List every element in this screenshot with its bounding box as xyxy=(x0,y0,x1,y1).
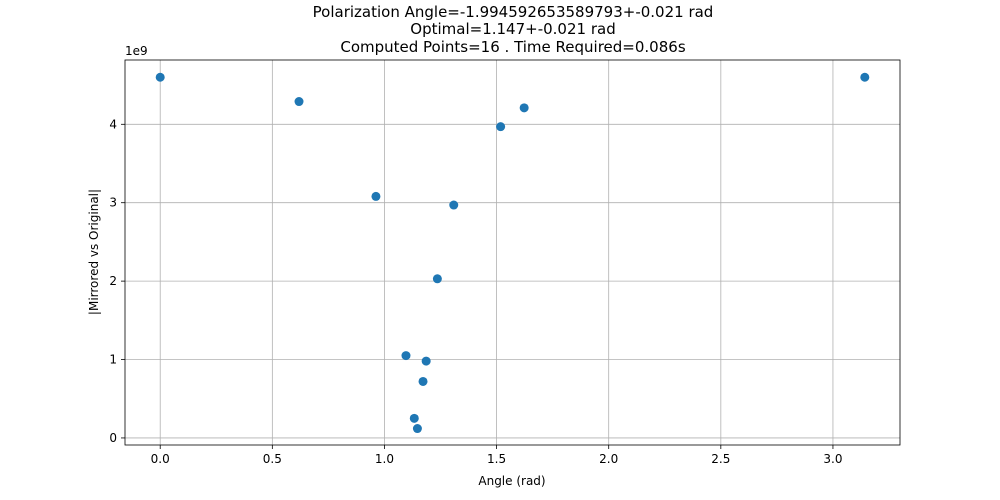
chart-title: Polarization Angle=-1.994592653589793+-0… xyxy=(313,3,714,56)
x-axis-ticks: 0.0 0.5 1.0 1.5 2.0 2.5 3.0 xyxy=(151,445,842,466)
data-point xyxy=(412,424,422,434)
y-tick-label: 2 xyxy=(109,274,117,288)
y-tick-label: 1 xyxy=(109,353,117,367)
data-point xyxy=(449,200,459,210)
x-tick-label: 2.5 xyxy=(711,452,730,466)
y-axis-multiplier: 1e9 xyxy=(125,44,148,58)
grid xyxy=(125,60,900,445)
y-axis-ticks: 0 1 2 3 4 xyxy=(109,117,125,445)
y-axis-label: |Mirrored vs Original| xyxy=(87,189,101,315)
data-point xyxy=(432,274,442,284)
title-line-2: Optimal=1.147+-0.021 rad xyxy=(410,20,615,38)
data-point xyxy=(418,376,428,386)
data-point xyxy=(409,413,419,423)
data-point xyxy=(294,97,304,107)
x-axis-label: Angle (rad) xyxy=(478,474,545,488)
y-tick-label: 4 xyxy=(109,117,117,131)
data-point xyxy=(519,103,529,113)
y-tick-label: 3 xyxy=(109,196,117,210)
title-line-3: Computed Points=16 . Time Required=0.086… xyxy=(340,38,685,56)
y-tick-label: 0 xyxy=(109,431,117,445)
plot-frame xyxy=(124,59,901,446)
data-point xyxy=(496,122,506,132)
title-line-1: Polarization Angle=-1.994592653589793+-0… xyxy=(313,3,714,21)
x-tick-label: 1.0 xyxy=(375,452,394,466)
x-tick-label: 0.5 xyxy=(263,452,282,466)
data-point xyxy=(155,72,165,82)
data-point xyxy=(371,191,381,201)
data-point xyxy=(401,351,411,361)
x-tick-label: 2.0 xyxy=(599,452,618,466)
x-tick-label: 0.0 xyxy=(151,452,170,466)
x-tick-label: 3.0 xyxy=(823,452,842,466)
data-point xyxy=(860,72,870,82)
data-points xyxy=(155,72,870,434)
x-tick-label: 1.5 xyxy=(487,452,506,466)
data-point xyxy=(421,356,431,366)
